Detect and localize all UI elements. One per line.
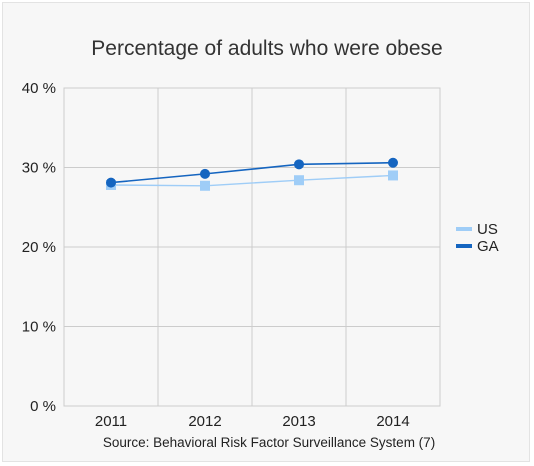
x-tick-label: 2013 [282,413,315,430]
data-point-ga [200,168,210,179]
y-tick-label: 30 % [22,160,56,177]
legend-swatch-ga [456,244,472,248]
gridlines [64,87,440,407]
source-note: Source: Behavioral Risk Factor Surveilla… [103,435,435,450]
x-axis-ticks: 2011 2012 2013 2014 [95,413,410,430]
series-ga [106,157,398,188]
y-tick-label: 0 % [30,398,56,415]
data-point-ga [294,159,304,170]
x-tick-label: 2014 [376,413,409,430]
series-group [106,157,398,191]
plot-area: 0 % 10 % 20 % 30 % 40 % 2011 2012 2013 2014 [22,80,441,430]
data-point-ga [106,177,116,188]
data-point-us [200,180,210,191]
legend-swatch-us [456,227,472,231]
series-line-us [110,174,394,187]
data-point-us [294,175,304,186]
series-line-ga [110,161,394,184]
data-point-ga [388,157,398,168]
x-tick-label: 2012 [188,413,221,430]
data-point-us [388,170,398,181]
x-tick-label: 2011 [95,413,127,430]
legend-label-us: US [477,221,498,238]
y-tick-label: 10 % [22,319,56,336]
y-axis-ticks: 0 % 10 % 20 % 30 % 40 % [22,80,56,415]
chart-title: Percentage of adults who were obese [91,37,442,60]
y-tick-label: 20 % [22,239,56,256]
y-tick-label: 40 % [22,80,56,97]
legend-label-ga: GA [477,238,499,255]
